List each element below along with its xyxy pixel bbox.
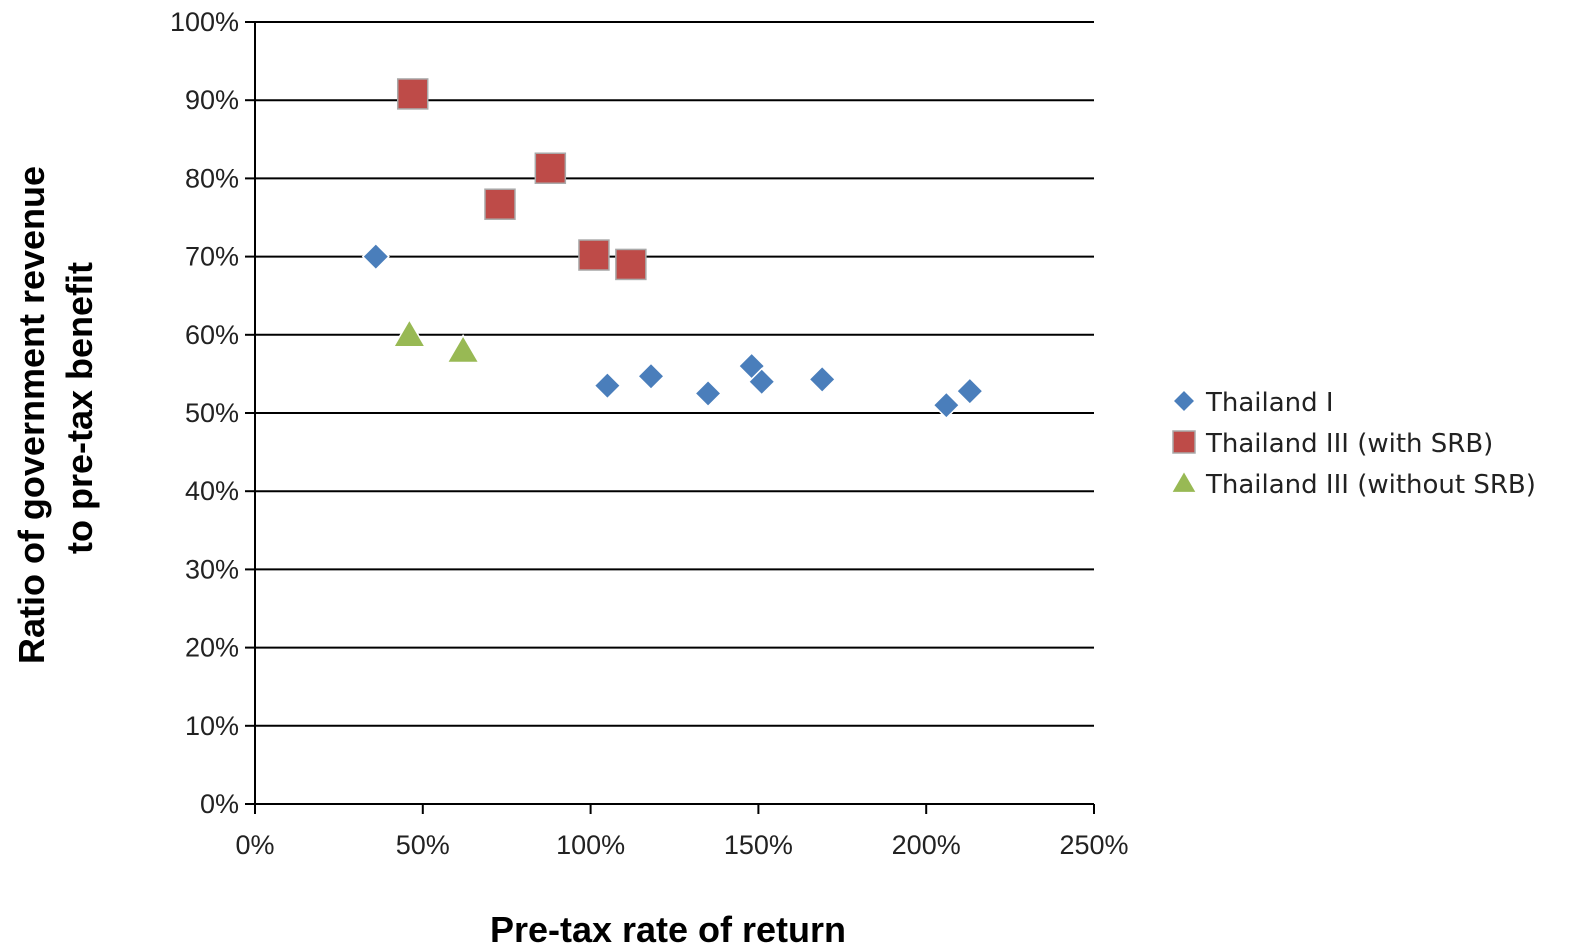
point-series-1-3 — [578, 239, 610, 271]
axes — [245, 21, 1095, 814]
y-axis-title: Ratio of government revenue to pre-tax b… — [11, 166, 100, 664]
legend-item-1: Thailand III (with SRB) — [1172, 429, 1493, 459]
y-tick-label-5: 50% — [185, 398, 239, 428]
x-tick-label-4: 200% — [892, 830, 961, 860]
y-tick-label-10: 100% — [170, 7, 239, 37]
series-2 — [392, 318, 481, 364]
legend-label-2: Thailand III (without SRB) — [1205, 470, 1536, 500]
legend: Thailand I Thailand III (with SRB) Thailan… — [1170, 388, 1536, 500]
x-tick-labels: 0% 50% 100% 150% 200% 250% — [235, 830, 1128, 860]
legend-item-0: Thailand I — [1171, 388, 1334, 418]
x-tick-label-0: 0% — [235, 830, 274, 860]
y-tick-label-9: 90% — [185, 85, 239, 115]
y-tick-label-2: 20% — [185, 633, 239, 663]
y-tick-label-8: 80% — [185, 163, 239, 193]
point-series-2-0 — [392, 318, 427, 348]
y-tick-label-1: 10% — [185, 711, 239, 741]
x-axis-title: Pre-tax rate of return — [490, 909, 846, 948]
legend-marker-1 — [1172, 430, 1196, 454]
point-series-2-1 — [446, 333, 481, 364]
y-tick-label-0: 0% — [200, 789, 239, 819]
x-tick-label-1: 50% — [396, 830, 450, 860]
point-series-0-7 — [932, 391, 961, 420]
y-tick-labels: 0% 10% 20% 30% 40% 50% 60% 70% 80% 90% 100% — [170, 7, 239, 819]
point-series-1-1 — [484, 188, 516, 220]
point-series-0-0 — [361, 242, 390, 271]
x-tick-label-2: 100% — [556, 830, 625, 860]
y-axis-title-line-1: Ratio of government revenue — [11, 166, 52, 664]
y-tick-label-3: 30% — [185, 554, 239, 584]
y-tick-label-7: 70% — [185, 242, 239, 272]
point-series-1-0 — [396, 78, 429, 110]
y-tick-label-4: 40% — [185, 476, 239, 506]
legend-item-2: Thailand III (without SRB) — [1170, 469, 1536, 500]
point-series-0-8 — [955, 377, 984, 406]
legend-label-0: Thailand I — [1205, 388, 1334, 418]
legend-marker-0 — [1171, 388, 1197, 414]
point-series-0-1 — [593, 371, 622, 400]
gridlines — [255, 21, 1094, 727]
point-series-1-4 — [615, 248, 647, 281]
point-series-0-5 — [747, 367, 776, 396]
series-0 — [361, 242, 984, 420]
legend-label-1: Thailand III (with SRB) — [1205, 429, 1493, 459]
legend-marker-2 — [1170, 469, 1198, 494]
y-tick-label-6: 60% — [185, 320, 239, 350]
data-points — [361, 78, 984, 420]
x-tick-label-3: 150% — [724, 830, 793, 860]
series-1 — [396, 78, 647, 281]
y-axis-title-line-2: to pre-tax benefit — [59, 262, 100, 554]
point-series-0-3 — [693, 379, 723, 408]
point-series-1-2 — [534, 152, 567, 184]
point-series-0-2 — [636, 362, 666, 391]
point-series-0-6 — [808, 365, 837, 394]
x-tick-label-5: 250% — [1059, 830, 1128, 860]
